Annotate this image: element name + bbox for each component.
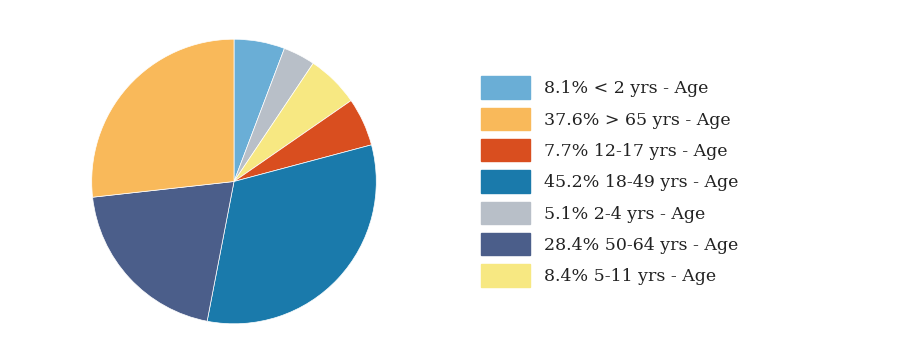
Legend: 8.1% < 2 yrs - Age, 37.6% > 65 yrs - Age, 7.7% 12-17 yrs - Age, 45.2% 18-49 yrs : 8.1% < 2 yrs - Age, 37.6% > 65 yrs - Age…: [482, 76, 738, 287]
Wedge shape: [92, 39, 234, 197]
Wedge shape: [234, 48, 313, 182]
Wedge shape: [207, 145, 376, 324]
Wedge shape: [234, 63, 351, 182]
Wedge shape: [234, 101, 372, 182]
Wedge shape: [93, 182, 234, 321]
Wedge shape: [234, 39, 284, 182]
